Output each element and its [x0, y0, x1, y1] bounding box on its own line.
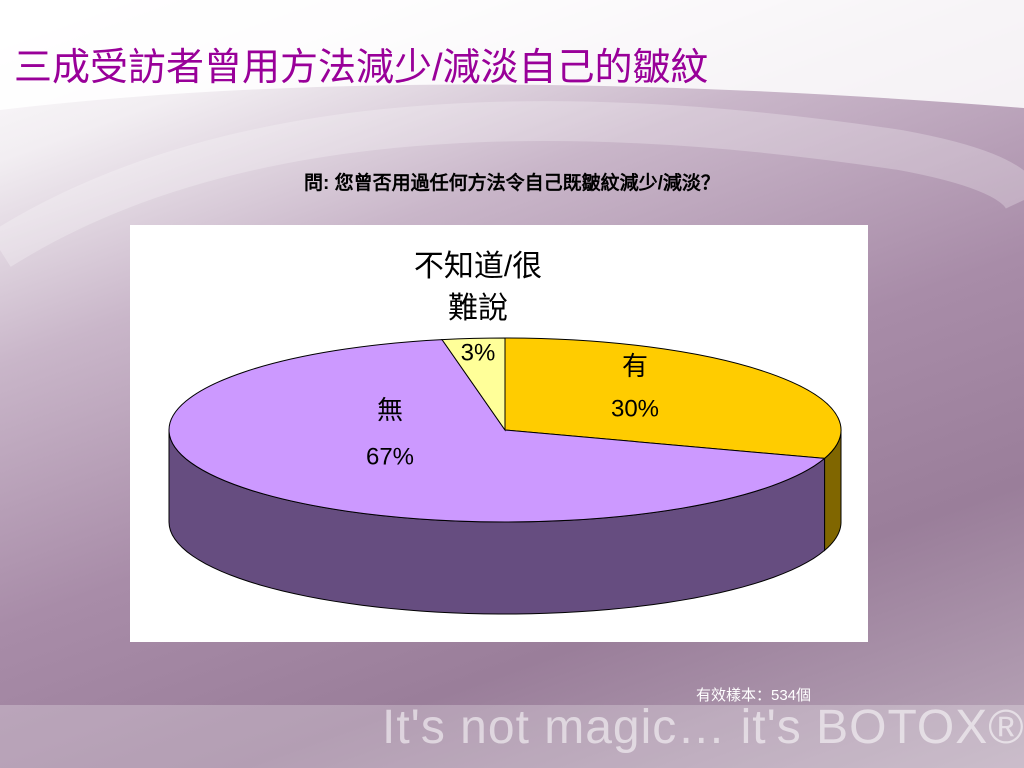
- category-label: 有: [622, 351, 648, 381]
- slide-title: 三成受訪者曾用方法減少/減淡自己的皺紋: [14, 47, 709, 89]
- category-label: 無: [377, 395, 403, 425]
- sample-note: 有效樣本：534個: [696, 687, 812, 704]
- footer: It's not magic… it's BOTOX®: [382, 701, 1024, 754]
- value-label: 3%: [461, 339, 496, 366]
- category-label: 不知道/很難說: [413, 250, 543, 325]
- question: 問: 您曾否用過任何方法令自己既皺紋減少/減淡？: [304, 173, 720, 194]
- value-label: 67%: [366, 443, 414, 470]
- value-label: 30%: [611, 395, 659, 422]
- pie-slice: [441, 337, 506, 432]
- pie-slice: [168, 339, 826, 523]
- pie-slice: [504, 337, 842, 459]
